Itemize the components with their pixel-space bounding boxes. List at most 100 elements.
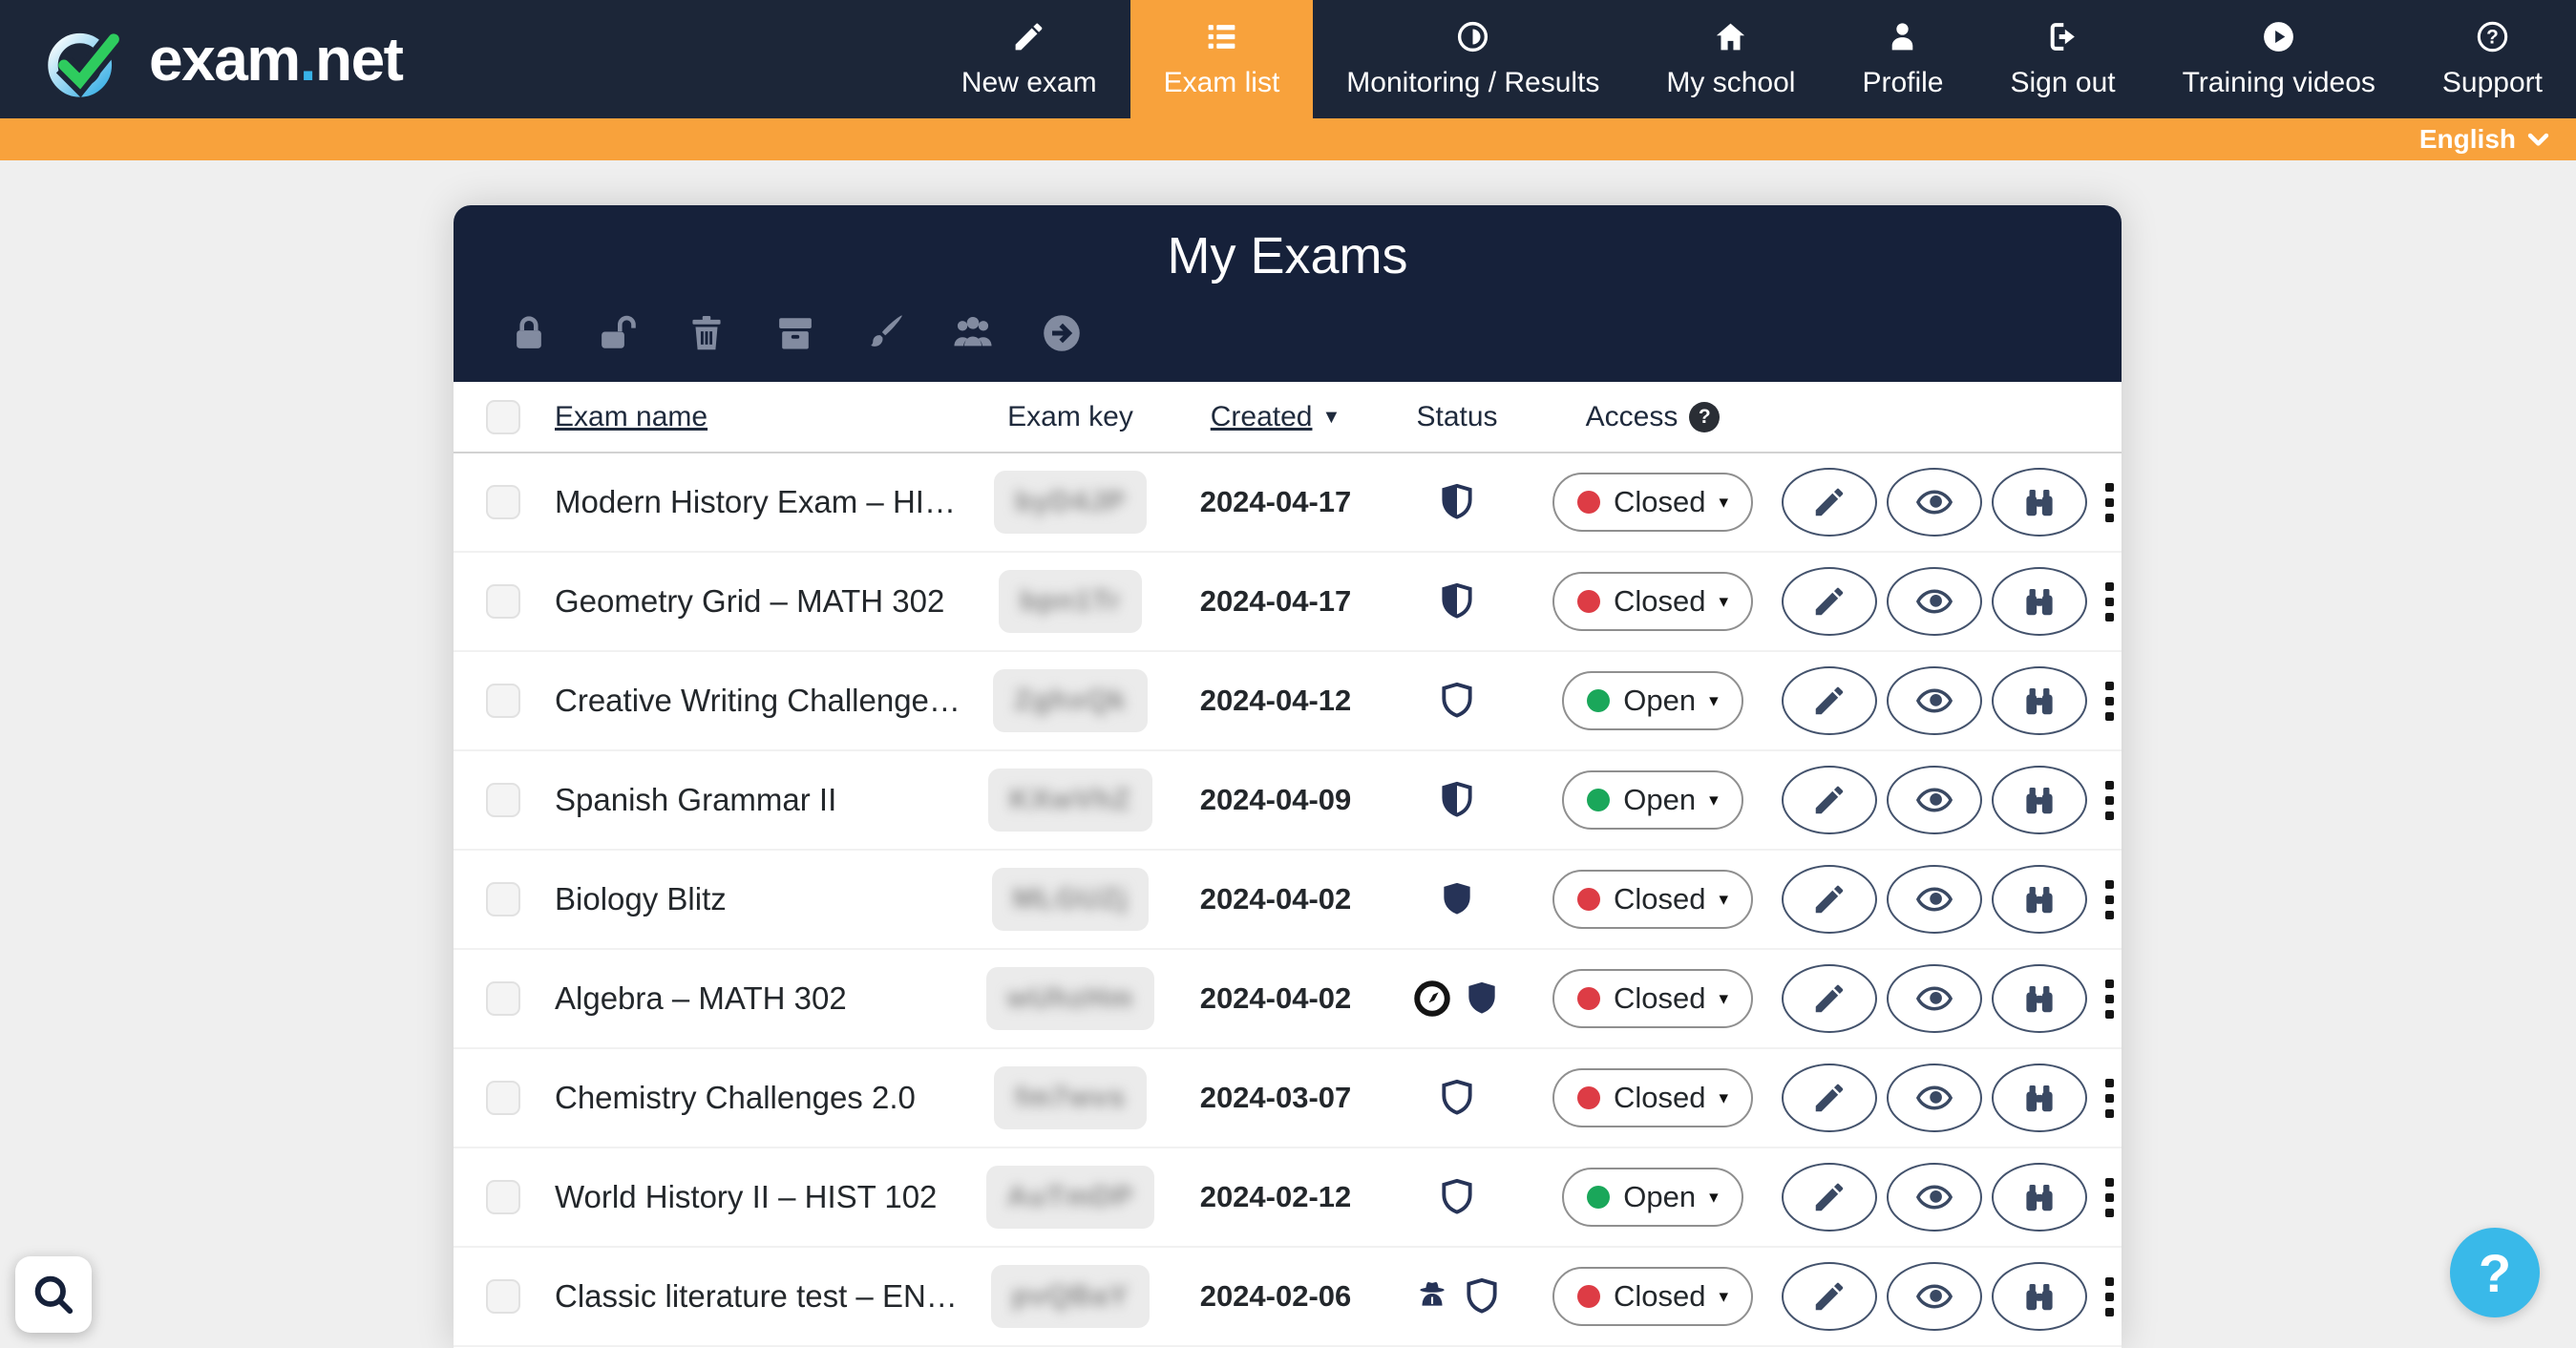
- exam-name[interactable]: Geometry Grid – MATH 302: [555, 583, 945, 619]
- status-dropdown[interactable]: Closed ▾: [1552, 969, 1754, 1028]
- caret-down-icon: ▾: [1709, 690, 1719, 711]
- sort-created[interactable]: Created ▼: [1210, 400, 1341, 432]
- status-dot: [1576, 888, 1600, 911]
- nav-item-sign-out[interactable]: Sign out: [1977, 0, 2149, 118]
- row-menu-button[interactable]: [2092, 474, 2127, 532]
- monitor-exam-button[interactable]: [1992, 468, 2087, 537]
- arrow-right-circle-icon[interactable]: [1040, 311, 1084, 355]
- monitor-exam-button[interactable]: [1992, 666, 2087, 735]
- exam-name[interactable]: Modern History Exam – HI…: [555, 484, 956, 519]
- nav-item-profile[interactable]: Profile: [1828, 0, 1976, 118]
- created-date: 2024-04-09: [1199, 783, 1352, 816]
- table-row: Spanish Grammar II KXwVhZ 2024-04-09 Ope…: [454, 751, 2122, 851]
- monitor-exam-button[interactable]: [1992, 567, 2087, 636]
- edit-exam-button[interactable]: [1782, 1064, 1877, 1132]
- status-dropdown[interactable]: Closed ▾: [1552, 473, 1754, 532]
- exam-name[interactable]: Algebra – MATH 302: [555, 980, 847, 1016]
- monitor-exam-button[interactable]: [1992, 766, 2087, 834]
- status-dropdown[interactable]: Closed ▾: [1552, 572, 1754, 631]
- nav-item-monitoring-results[interactable]: Monitoring / Results: [1313, 0, 1633, 118]
- row-menu-button[interactable]: [2092, 871, 2127, 929]
- preview-exam-button[interactable]: [1887, 865, 1982, 934]
- status-dropdown[interactable]: Open ▾: [1562, 770, 1743, 830]
- nav-item-exam-list[interactable]: Exam list: [1130, 0, 1314, 118]
- unlock-icon[interactable]: [596, 311, 640, 355]
- access-help-icon[interactable]: ?: [1689, 401, 1721, 432]
- brand-logo[interactable]: exam.net: [0, 0, 404, 118]
- edit-exam-button[interactable]: [1782, 1262, 1877, 1331]
- row-checkbox[interactable]: [486, 1081, 520, 1115]
- row-checkbox[interactable]: [486, 1279, 520, 1314]
- monitor-exam-button[interactable]: [1992, 1262, 2087, 1331]
- brush-icon[interactable]: [862, 311, 906, 355]
- row-menu-button[interactable]: [2092, 1268, 2127, 1326]
- row-checkbox[interactable]: [486, 981, 520, 1016]
- search-fab[interactable]: [15, 1256, 92, 1333]
- preview-exam-button[interactable]: [1887, 1163, 1982, 1232]
- monitor-exam-button[interactable]: [1992, 1163, 2087, 1232]
- preview-exam-button[interactable]: [1887, 1064, 1982, 1132]
- edit-exam-button[interactable]: [1782, 964, 1877, 1033]
- nav-item-support[interactable]: Support: [2409, 0, 2576, 118]
- preview-exam-button[interactable]: [1887, 1262, 1982, 1331]
- nav-item-my-school[interactable]: My school: [1633, 0, 1828, 118]
- edit-exam-button[interactable]: [1782, 666, 1877, 735]
- preview-exam-button[interactable]: [1887, 666, 1982, 735]
- edit-exam-button[interactable]: [1782, 567, 1877, 636]
- preview-exam-button[interactable]: [1887, 468, 1982, 537]
- row-menu-button[interactable]: [2092, 970, 2127, 1028]
- preview-exam-button[interactable]: [1887, 766, 1982, 834]
- preview-exam-button[interactable]: [1887, 567, 1982, 636]
- language-selector[interactable]: English: [2419, 124, 2551, 155]
- status-dropdown[interactable]: Closed ▾: [1552, 870, 1754, 929]
- exam-name[interactable]: Creative Writing Challenge…: [555, 683, 961, 718]
- row-menu-button[interactable]: [2092, 771, 2127, 830]
- exam-name[interactable]: Classic literature test – EN…: [555, 1278, 958, 1314]
- monitor-exam-button[interactable]: [1992, 964, 2087, 1033]
- status-dot: [1587, 689, 1611, 712]
- edit-exam-button[interactable]: [1782, 865, 1877, 934]
- row-checkbox[interactable]: [486, 1180, 520, 1214]
- pencil-icon: [1811, 583, 1848, 620]
- security-icons: [1385, 1078, 1529, 1118]
- status-dropdown[interactable]: Closed ▾: [1552, 1068, 1754, 1127]
- binoculars-icon: [2021, 583, 2058, 620]
- status-dropdown[interactable]: Open ▾: [1562, 671, 1743, 730]
- brand-name: exam.net: [149, 25, 404, 94]
- pencil-icon: [1811, 484, 1848, 520]
- row-menu-button[interactable]: [2092, 1169, 2127, 1227]
- exam-name[interactable]: Chemistry Challenges 2.0: [555, 1080, 916, 1115]
- row-checkbox[interactable]: [486, 882, 520, 916]
- exam-name[interactable]: Biology Blitz: [555, 881, 727, 916]
- caret-down-icon: ▾: [1719, 591, 1729, 612]
- nav-item-new-exam[interactable]: New exam: [928, 0, 1130, 118]
- edit-exam-button[interactable]: [1782, 766, 1877, 834]
- trash-icon[interactable]: [685, 311, 728, 355]
- row-checkbox[interactable]: [486, 485, 520, 519]
- select-all-checkbox[interactable]: [486, 399, 520, 434]
- status-dropdown[interactable]: Closed ▾: [1552, 1267, 1754, 1326]
- caret-down-icon: ▾: [1719, 492, 1729, 513]
- exam-name[interactable]: World History II – HIST 102: [555, 1179, 938, 1214]
- archive-icon[interactable]: [773, 311, 817, 355]
- row-checkbox[interactable]: [486, 783, 520, 817]
- lock-icon[interactable]: [507, 311, 551, 355]
- users-icon[interactable]: [951, 311, 995, 355]
- monitor-exam-button[interactable]: [1992, 1064, 2087, 1132]
- exam-name[interactable]: Spanish Grammar II: [555, 782, 837, 817]
- row-checkbox[interactable]: [486, 584, 520, 619]
- row-menu-button[interactable]: [2092, 573, 2127, 631]
- row-checkbox[interactable]: [486, 684, 520, 718]
- status-dropdown[interactable]: Open ▾: [1562, 1168, 1743, 1227]
- help-fab[interactable]: ?: [2450, 1228, 2540, 1317]
- exam-key-pill: fm7wvs: [975, 1066, 1166, 1129]
- nav-item-training-videos[interactable]: Training videos: [2149, 0, 2409, 118]
- edit-exam-button[interactable]: [1782, 468, 1877, 537]
- sort-exam-name[interactable]: Exam name: [555, 400, 708, 432]
- row-menu-button[interactable]: [2092, 672, 2127, 730]
- security-icons: [1385, 581, 1529, 621]
- monitor-exam-button[interactable]: [1992, 865, 2087, 934]
- row-menu-button[interactable]: [2092, 1069, 2127, 1127]
- preview-exam-button[interactable]: [1887, 964, 1982, 1033]
- edit-exam-button[interactable]: [1782, 1163, 1877, 1232]
